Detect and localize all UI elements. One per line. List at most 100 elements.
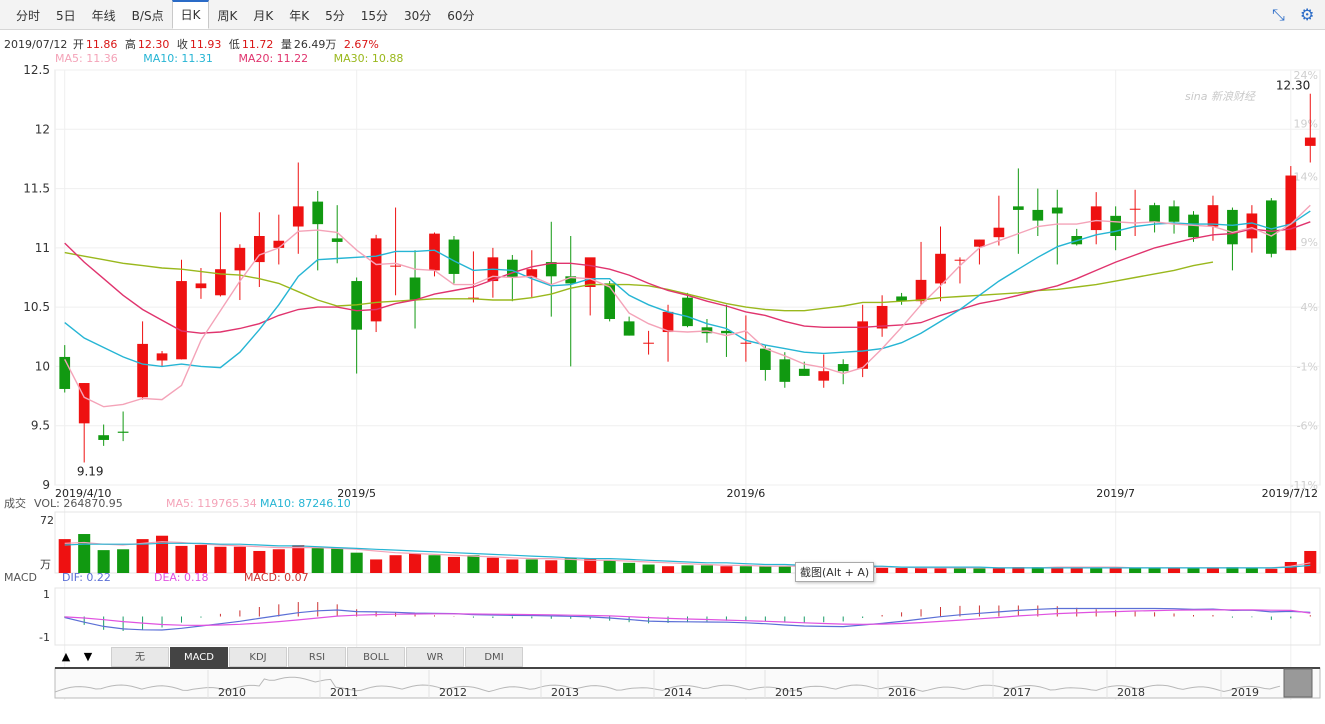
volume-ma5-line xyxy=(64,541,1311,569)
candle-body xyxy=(506,259,518,278)
indicator-tab-2[interactable]: KDJ xyxy=(229,647,287,667)
volume-bar xyxy=(311,546,324,573)
tab-10[interactable]: 30分 xyxy=(404,9,432,23)
candle-body xyxy=(993,227,1005,238)
navigator-year-label: 2013 xyxy=(551,686,579,699)
volume-bar xyxy=(662,566,675,573)
volume-legend-ma5: MA5: 119765.34 xyxy=(166,497,257,510)
candle-body xyxy=(526,269,538,278)
volume-bar xyxy=(175,545,188,573)
indicator-tab-3[interactable]: RSI xyxy=(288,647,346,667)
candle-body xyxy=(1149,205,1160,222)
volume-bar xyxy=(681,565,694,573)
percent-tick-label: -11% xyxy=(1290,479,1318,492)
gear-icon[interactable]: ⚙ xyxy=(1300,5,1315,24)
date-label: 2019/7/12 xyxy=(1262,487,1318,500)
volume-bar xyxy=(331,548,344,573)
volume-bar xyxy=(409,553,422,573)
candle-body xyxy=(1012,206,1024,210)
tab-9[interactable]: 15分 xyxy=(360,9,388,23)
volume-bar xyxy=(1031,567,1044,573)
indicator-tab-6[interactable]: DMI xyxy=(465,647,523,667)
volume-bar xyxy=(778,566,791,573)
volume-bar xyxy=(642,564,655,573)
high-value: 12.30 xyxy=(137,38,170,51)
tab-8[interactable]: 5分 xyxy=(325,9,345,23)
up-arrow-icon[interactable]: ▲ xyxy=(61,650,71,663)
price-tick-label: 9 xyxy=(42,478,50,492)
volume-bar xyxy=(233,546,246,573)
close-value: 11.93 xyxy=(189,38,222,51)
volume-bar xyxy=(1206,567,1219,573)
tab-4[interactable]: 日K xyxy=(171,0,210,29)
candle-body xyxy=(176,281,187,360)
volume-bar xyxy=(992,567,1005,573)
volume-bar xyxy=(1090,567,1103,573)
candle-body xyxy=(740,342,752,344)
indicator-tab-5[interactable]: WR xyxy=(406,647,464,667)
compress-icon[interactable]: ⤡ xyxy=(1272,5,1285,24)
navigator-history-line xyxy=(54,676,1281,693)
candle-body xyxy=(623,321,635,336)
percent-tick-label: 19% xyxy=(1294,117,1318,130)
volume-bar xyxy=(428,555,441,573)
volume-bar xyxy=(623,562,636,573)
candle-body xyxy=(1110,215,1122,236)
tab-6[interactable]: 月K xyxy=(253,9,274,23)
macd-top-label: 1 xyxy=(43,588,50,601)
volume-bar xyxy=(58,539,71,573)
tab-1[interactable]: 5日 xyxy=(56,9,76,23)
candle-body xyxy=(1032,209,1044,221)
volume-ma10-line xyxy=(64,542,1311,569)
candle-body xyxy=(662,311,674,333)
volume-bar xyxy=(389,555,402,573)
volume-bar xyxy=(1051,567,1064,573)
min-price-label: 9.19 xyxy=(77,464,104,478)
volume-bar xyxy=(584,558,597,573)
indicator-tab-4[interactable]: BOLL xyxy=(347,647,405,667)
candle-body xyxy=(215,269,226,296)
navigator-range-handle[interactable] xyxy=(1283,668,1313,698)
navigator-year-label: 2010 xyxy=(218,686,246,699)
tab-3[interactable]: B/S点 xyxy=(131,9,164,23)
tab-7[interactable]: 年K xyxy=(289,9,310,23)
volume-bar xyxy=(1148,567,1161,573)
candle-body xyxy=(1285,175,1297,251)
candle-body xyxy=(273,240,285,248)
low-value: 11.72 xyxy=(241,38,274,51)
percent-tick-label: -6% xyxy=(1297,420,1318,433)
volume-bar xyxy=(915,567,928,573)
volume-bar xyxy=(486,557,499,573)
volume-bar xyxy=(934,567,947,573)
candle-body xyxy=(331,238,343,242)
tab-2[interactable]: 年线 xyxy=(91,9,116,23)
tab-0[interactable]: 分时 xyxy=(16,9,41,23)
volume-bar xyxy=(78,534,91,573)
screenshot-tooltip: 截图(Alt + A) xyxy=(795,562,875,582)
indicator-tabs: ▲ ▼ 无 MACD KDJ RSI BOLL WR DMI xyxy=(55,647,524,668)
candle-body xyxy=(1090,206,1102,231)
candle-body xyxy=(117,431,129,433)
volume-value: 26.49万 xyxy=(293,38,337,51)
navigator-year-label: 2017 xyxy=(1003,686,1031,699)
candle-body xyxy=(954,259,966,261)
volume-bar xyxy=(1187,567,1200,573)
candle-body xyxy=(98,435,110,440)
volume-bar xyxy=(506,559,519,573)
down-arrow-icon[interactable]: ▼ xyxy=(83,650,93,663)
indicator-tab-0[interactable]: 无 xyxy=(111,647,169,667)
volume-bar xyxy=(370,559,383,573)
volume-bar xyxy=(759,566,772,573)
candle-body xyxy=(1246,213,1258,239)
percent-tick-label: 14% xyxy=(1294,171,1318,184)
open-label: 开 xyxy=(72,38,84,51)
indicator-tab-1[interactable]: MACD xyxy=(170,647,228,667)
tab-5[interactable]: 周K xyxy=(217,9,238,23)
period-toolbar: 分时 5日 年线 B/S点 日K 周K 月K 年K 5分 15分 30分 60分 ⤡ ⚙ xyxy=(0,0,1325,30)
quote-line: 2019/07/12 开 11.86 高 12.30 收 11.93 低 11.72 量… xyxy=(4,36,383,52)
tab-11[interactable]: 60分 xyxy=(447,9,475,23)
candle-body xyxy=(896,296,907,302)
volume-bar xyxy=(525,559,538,573)
percent-tick-label: 24% xyxy=(1294,69,1318,82)
